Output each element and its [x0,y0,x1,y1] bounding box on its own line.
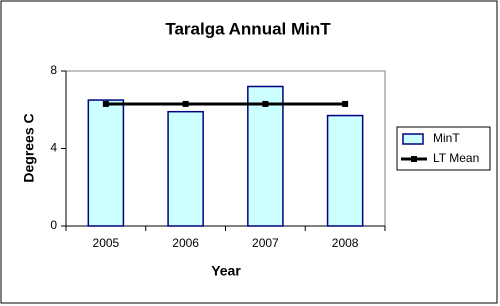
bar [87,99,125,227]
legend-label: MinT [433,131,460,145]
y-tick-label: 0 [50,218,57,232]
y-tick-label: 8 [50,63,57,77]
marker [262,100,269,107]
y-axis-title: Degrees C [21,113,37,182]
bar [167,110,204,227]
x-axis-title: Year [211,263,241,279]
x-tick-label: 2006 [172,236,199,250]
marker [182,100,189,107]
marker [342,100,349,107]
bar [247,85,284,227]
x-tick-label: 2008 [332,236,359,250]
legend-label: LT Mean [433,151,479,165]
chart-title: Taralga Annual MinT [165,19,331,38]
legend-swatch [402,133,424,145]
bar [326,114,364,227]
marker [102,100,109,107]
x-tick-label: 2005 [93,236,120,250]
y-tick-label: 4 [50,141,57,155]
x-tick-label: 2007 [252,236,279,250]
legend-marker [411,156,417,162]
